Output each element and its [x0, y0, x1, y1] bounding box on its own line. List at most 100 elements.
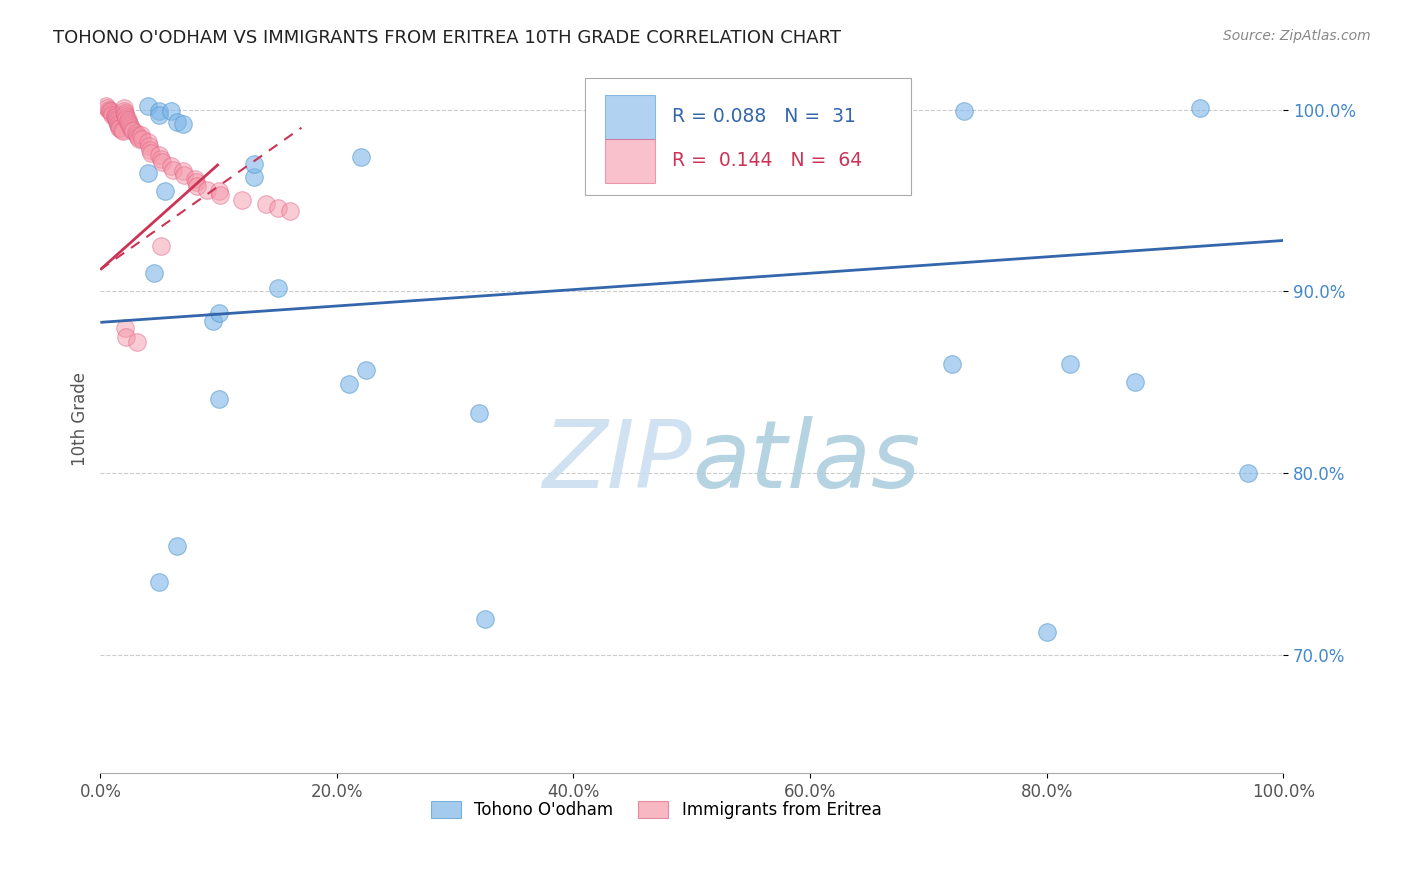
Point: [98, 104, 121, 119]
Point: [231, 194, 253, 208]
Point: [149, 239, 172, 253]
Point: [122, 124, 145, 138]
Point: [103, 110, 125, 124]
Point: [142, 266, 165, 280]
Point: [136, 99, 159, 113]
Point: [121, 122, 143, 136]
Point: [101, 108, 124, 122]
Point: [349, 150, 371, 164]
Point: [207, 392, 229, 406]
Point: [128, 131, 150, 145]
Point: [108, 120, 131, 135]
Point: [149, 152, 172, 166]
Point: [162, 162, 184, 177]
Point: [207, 185, 229, 199]
Point: [148, 575, 170, 590]
Point: [243, 169, 266, 184]
Y-axis label: 10th Grade: 10th Grade: [72, 372, 89, 466]
Point: [254, 197, 277, 211]
Point: [208, 188, 231, 202]
Point: [107, 117, 129, 131]
Point: [278, 204, 301, 219]
Point: [120, 120, 142, 135]
Point: [195, 183, 218, 197]
Point: [201, 313, 224, 327]
Point: [337, 377, 360, 392]
Point: [129, 128, 152, 142]
Point: [105, 113, 128, 128]
Text: Source: ZipAtlas.com: Source: ZipAtlas.com: [1223, 29, 1371, 44]
Point: [111, 124, 134, 138]
Point: [108, 119, 131, 133]
Point: [111, 122, 134, 136]
Point: [172, 164, 194, 178]
Point: [1236, 467, 1258, 481]
Point: [186, 175, 208, 189]
Legend: Tohono O'odham, Immigrants from Eritrea: Tohono O'odham, Immigrants from Eritrea: [425, 794, 889, 825]
Point: [858, 157, 880, 171]
Point: [1123, 376, 1146, 390]
Point: [474, 612, 496, 626]
Point: [115, 110, 138, 124]
Text: R =  0.144   N =  64: R = 0.144 N = 64: [672, 151, 862, 170]
Point: [110, 120, 132, 135]
Point: [97, 103, 120, 117]
Point: [173, 168, 195, 182]
Text: atlas: atlas: [692, 416, 920, 507]
FancyBboxPatch shape: [585, 78, 911, 195]
Point: [136, 166, 159, 180]
Point: [267, 201, 290, 215]
Point: [96, 99, 118, 113]
Point: [100, 104, 122, 119]
Point: [104, 110, 127, 124]
Point: [172, 117, 194, 131]
Point: [166, 115, 188, 129]
Point: [141, 146, 163, 161]
Point: [112, 101, 135, 115]
Point: [117, 113, 139, 128]
Point: [114, 106, 136, 120]
Point: [114, 320, 136, 334]
Point: [952, 104, 974, 119]
Point: [125, 126, 148, 140]
Point: [356, 362, 378, 376]
Point: [125, 128, 148, 142]
Point: [101, 106, 124, 120]
Text: ZIP: ZIP: [543, 416, 692, 507]
Point: [115, 330, 138, 344]
Point: [207, 306, 229, 320]
Point: [150, 155, 173, 169]
Point: [118, 117, 141, 131]
Point: [112, 104, 135, 119]
Point: [127, 129, 149, 144]
Point: [136, 135, 159, 149]
Point: [184, 171, 207, 186]
Point: [105, 115, 128, 129]
FancyBboxPatch shape: [606, 95, 655, 138]
Point: [155, 185, 177, 199]
Point: [186, 178, 208, 193]
Point: [160, 104, 183, 119]
FancyBboxPatch shape: [606, 138, 655, 183]
Point: [941, 357, 963, 371]
Point: [104, 112, 127, 126]
Point: [148, 108, 170, 122]
Point: [267, 281, 290, 295]
Point: [114, 108, 136, 122]
Point: [118, 119, 141, 133]
Point: [148, 148, 170, 162]
Point: [243, 157, 266, 171]
Point: [107, 117, 129, 131]
Point: [131, 131, 153, 145]
Point: [117, 115, 139, 129]
Point: [166, 539, 188, 553]
Point: [125, 335, 148, 350]
Point: [103, 108, 125, 122]
Point: [1189, 101, 1212, 115]
Text: TOHONO O'ODHAM VS IMMIGRANTS FROM ERITREA 10TH GRADE CORRELATION CHART: TOHONO O'ODHAM VS IMMIGRANTS FROM ERITRE…: [53, 29, 841, 47]
Point: [148, 104, 170, 119]
Point: [115, 112, 138, 126]
Point: [138, 139, 160, 153]
Text: R = 0.088   N =  31: R = 0.088 N = 31: [672, 107, 855, 126]
Point: [468, 406, 491, 420]
